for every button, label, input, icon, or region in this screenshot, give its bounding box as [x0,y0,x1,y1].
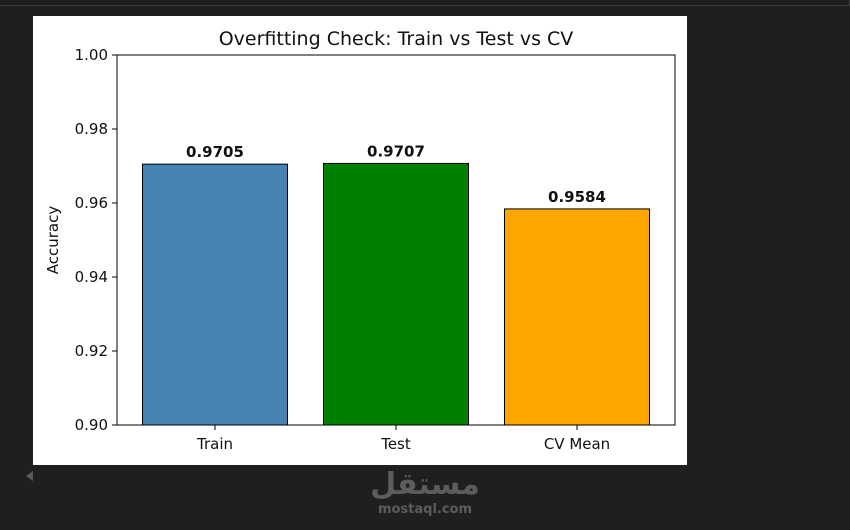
plot-frame [116,54,676,426]
bar-test [323,162,469,426]
scroll-left-icon[interactable] [26,471,33,481]
watermark-logo: مستقل [370,467,480,502]
y-tick-label: 0.96 [75,194,108,212]
bar-chart: Overfitting Check: Train vs Test vs CV Ac… [44,28,676,453]
x-tick-label: Test [380,435,411,453]
y-tick-label: 0.90 [75,416,108,434]
chart-title: Overfitting Check: Train vs Test vs CV [219,28,574,50]
top-divider [0,5,850,6]
y-axis-label: Accuracy [44,206,62,275]
y-tick-label: 1.00 [75,46,108,64]
bar-cv-mean [504,208,650,426]
y-tick-label: 0.92 [75,342,108,360]
data-label-2: 0.9584 [548,188,606,206]
watermark: مستقل mostaql.com [340,468,510,524]
data-label-1: 0.9707 [367,142,425,160]
chart-panel: Overfitting Check: Train vs Test vs CV Ac… [33,16,687,465]
x-tick-label: Train [196,435,233,453]
bar-train [142,163,288,426]
y-tick-label: 0.98 [75,120,108,138]
x-tick-label: CV Mean [544,435,610,453]
watermark-url: mostaql.com [377,502,473,517]
data-label-0: 0.9705 [186,143,244,161]
y-tick-label: 0.94 [75,268,108,286]
